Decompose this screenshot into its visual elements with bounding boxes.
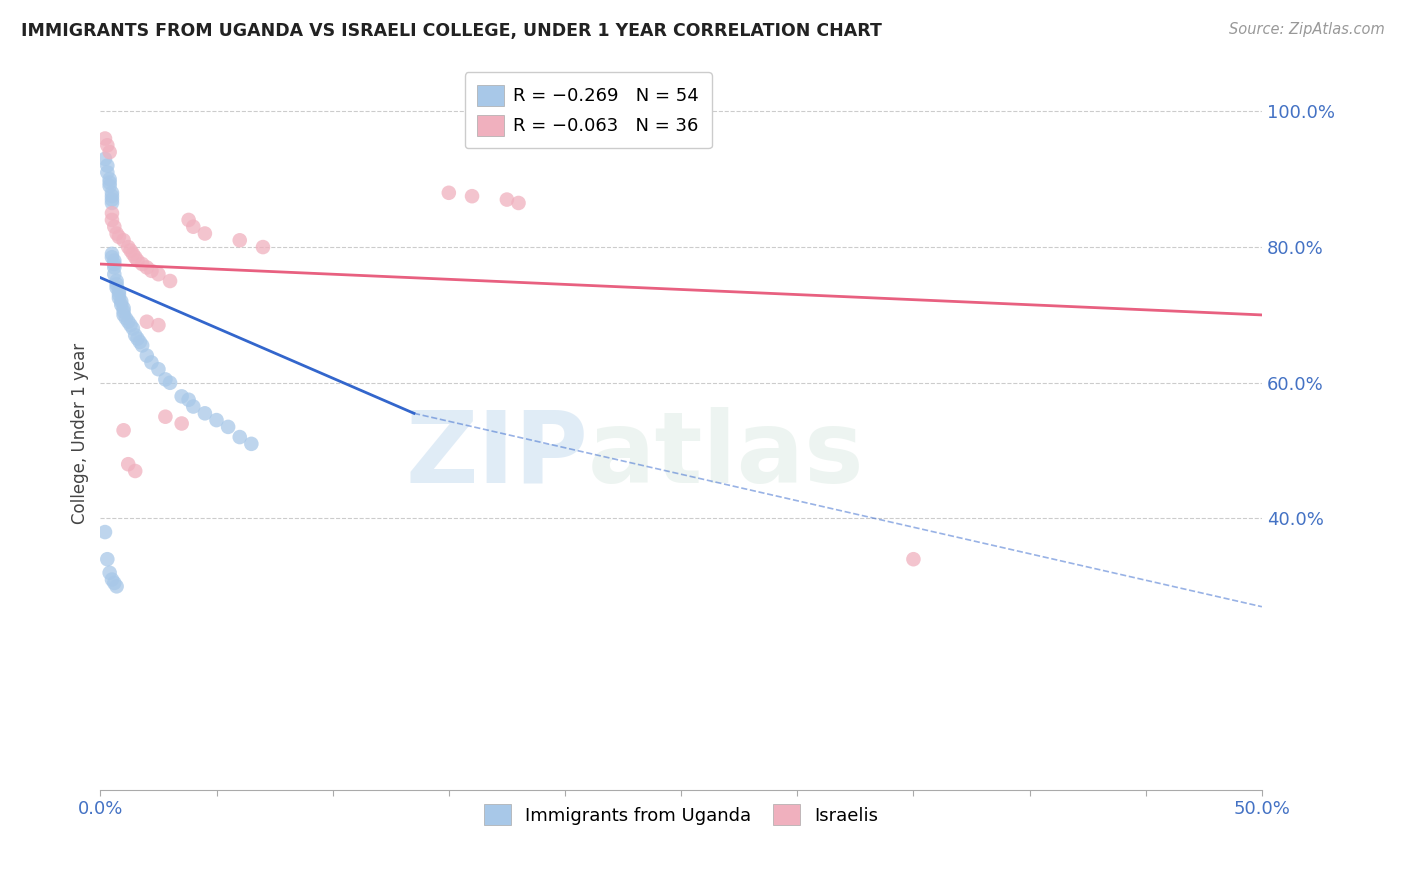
Point xyxy=(177,213,200,227)
Point xyxy=(105,277,128,292)
Point xyxy=(98,145,121,159)
Point xyxy=(110,298,132,312)
Text: ZIP: ZIP xyxy=(405,407,588,504)
Point xyxy=(135,315,157,329)
Point xyxy=(240,437,263,451)
Point xyxy=(101,189,124,203)
Point xyxy=(105,579,128,593)
Point xyxy=(101,196,124,211)
Point xyxy=(122,321,145,335)
Legend: Immigrants from Uganda, Israelis: Immigrants from Uganda, Israelis xyxy=(475,796,887,834)
Point xyxy=(127,332,149,346)
Point xyxy=(103,253,125,268)
Point xyxy=(437,186,460,200)
Point xyxy=(103,257,125,271)
Point xyxy=(128,334,150,349)
Point xyxy=(105,227,128,241)
Point xyxy=(103,267,125,281)
Point xyxy=(124,464,146,478)
Point xyxy=(127,253,149,268)
Point xyxy=(181,219,204,234)
Point xyxy=(159,274,181,288)
Point xyxy=(103,576,125,591)
Point xyxy=(141,355,163,369)
Point xyxy=(117,315,139,329)
Point xyxy=(461,189,484,203)
Point xyxy=(115,311,138,326)
Point xyxy=(112,308,135,322)
Point xyxy=(108,291,131,305)
Point xyxy=(96,138,118,153)
Point xyxy=(101,250,124,264)
Point xyxy=(122,247,145,261)
Point xyxy=(252,240,274,254)
Point xyxy=(131,257,153,271)
Point xyxy=(903,552,925,566)
Point xyxy=(105,281,128,295)
Point xyxy=(96,165,118,179)
Point xyxy=(131,338,153,352)
Point xyxy=(155,409,177,424)
Point xyxy=(124,328,146,343)
Point xyxy=(101,206,124,220)
Point xyxy=(141,264,163,278)
Text: Source: ZipAtlas.com: Source: ZipAtlas.com xyxy=(1229,22,1385,37)
Point xyxy=(98,179,121,194)
Point xyxy=(170,389,193,403)
Point xyxy=(112,301,135,315)
Point xyxy=(205,413,228,427)
Point xyxy=(101,193,124,207)
Point xyxy=(120,244,142,258)
Point xyxy=(496,193,519,207)
Point xyxy=(112,233,135,247)
Point xyxy=(135,349,157,363)
Point xyxy=(177,392,200,407)
Point xyxy=(101,186,124,200)
Point xyxy=(229,233,252,247)
Text: atlas: atlas xyxy=(588,407,865,504)
Point xyxy=(159,376,181,390)
Point xyxy=(120,318,142,332)
Point xyxy=(194,406,217,420)
Point xyxy=(94,131,117,145)
Point xyxy=(108,230,131,244)
Point xyxy=(98,172,121,186)
Y-axis label: College, Under 1 year: College, Under 1 year xyxy=(72,343,89,524)
Point xyxy=(117,457,139,471)
Point xyxy=(117,240,139,254)
Point xyxy=(98,566,121,580)
Point xyxy=(94,152,117,166)
Point xyxy=(508,196,530,211)
Point xyxy=(108,284,131,298)
Point xyxy=(105,274,128,288)
Text: IMMIGRANTS FROM UGANDA VS ISRAELI COLLEGE, UNDER 1 YEAR CORRELATION CHART: IMMIGRANTS FROM UGANDA VS ISRAELI COLLEG… xyxy=(21,22,882,40)
Point xyxy=(101,213,124,227)
Point xyxy=(170,417,193,431)
Point xyxy=(112,304,135,318)
Point xyxy=(124,250,146,264)
Point xyxy=(148,362,170,376)
Point xyxy=(103,219,125,234)
Point xyxy=(194,227,217,241)
Point xyxy=(94,524,117,539)
Point xyxy=(96,552,118,566)
Point xyxy=(229,430,252,444)
Point xyxy=(101,247,124,261)
Point xyxy=(217,420,239,434)
Point xyxy=(148,318,170,332)
Point xyxy=(103,260,125,275)
Point xyxy=(112,423,135,437)
Point xyxy=(110,294,132,309)
Point xyxy=(101,573,124,587)
Point xyxy=(181,400,204,414)
Point xyxy=(98,176,121,190)
Point xyxy=(148,267,170,281)
Point xyxy=(155,372,177,386)
Point xyxy=(108,287,131,301)
Point xyxy=(135,260,157,275)
Point xyxy=(96,159,118,173)
